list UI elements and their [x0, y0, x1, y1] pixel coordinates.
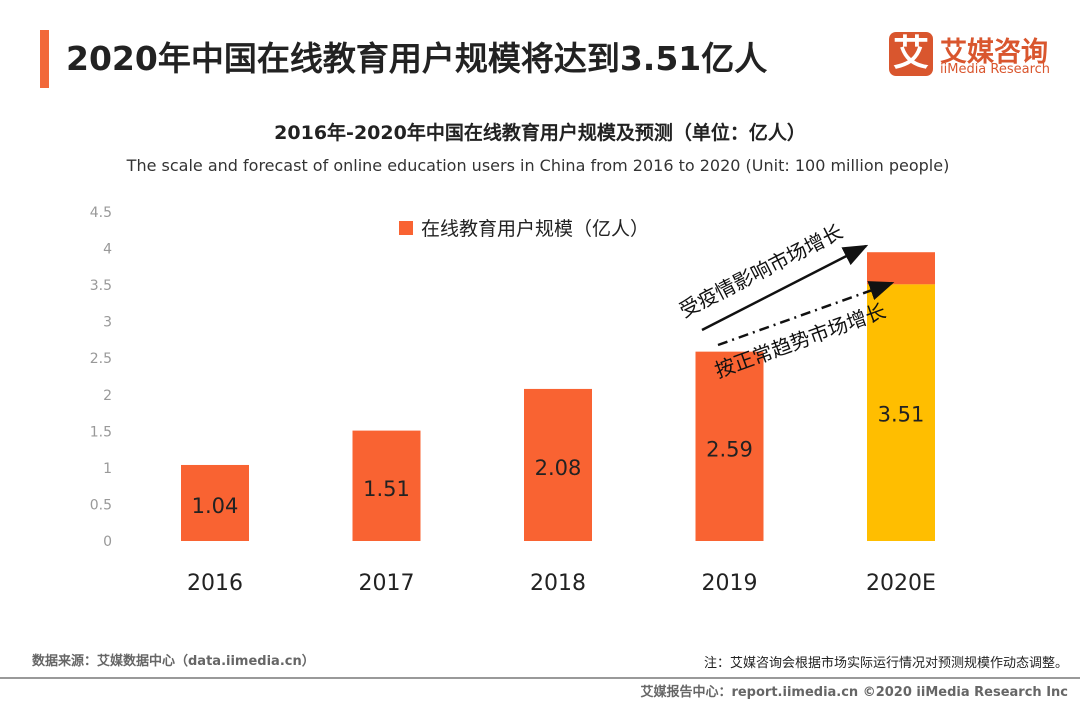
logo-mark: 艾	[889, 32, 933, 76]
x-tick-label: 2016	[187, 571, 243, 596]
y-tick-label: 0.5	[90, 497, 112, 513]
data-label: 2.08	[535, 456, 582, 480]
x-tick-label: 2017	[359, 571, 415, 596]
annotation-covid: 受疫情影响市场增长	[675, 219, 846, 322]
legend-swatch	[399, 221, 413, 235]
bar	[181, 464, 249, 541]
legend-label: 在线教育用户规模（亿人）	[421, 218, 649, 240]
footer-divider	[0, 677, 1080, 679]
y-tick-label: 0	[103, 534, 112, 550]
bar	[695, 351, 764, 541]
y-tick-label: 2	[103, 388, 112, 404]
data-label: 3.51	[878, 402, 925, 426]
chart-title: 2016年-2020年中国在线教育用户规模及预测（单位：亿人）	[274, 122, 806, 144]
x-tick-label: 2019	[702, 571, 758, 596]
y-tick-label: 4.5	[90, 205, 112, 221]
logo-cn: 艾媒咨询	[940, 37, 1048, 68]
bar-forecast-increment	[867, 252, 935, 285]
footer-credit: 艾媒报告中心：report.iimedia.cn ©2020 iiMedia R…	[640, 685, 1068, 700]
data-source: 数据来源：艾媒数据中心（data.iimedia.cn）	[32, 654, 315, 669]
page-title: 2020年中国在线教育用户规模将达到3.51亿人	[66, 39, 768, 78]
covid-growth-arrow	[701, 244, 869, 332]
data-label: 2.59	[706, 437, 753, 461]
bar	[352, 430, 421, 541]
x-tick-label: 2018	[530, 571, 586, 596]
data-label: 1.04	[192, 494, 239, 518]
chart-subtitle: The scale and forecast of online educati…	[126, 156, 950, 175]
x-tick-label: 2020E	[866, 571, 936, 596]
y-tick-label: 2.5	[90, 351, 112, 367]
y-tick-label: 3	[103, 315, 112, 331]
title-accent-bar	[40, 30, 49, 88]
bar	[867, 284, 935, 541]
normal-trend-arrow	[717, 281, 895, 347]
y-tick-label: 1.5	[90, 424, 112, 440]
footnote: 注：艾媒咨询会根据市场实际运行情况对预测规模作动态调整。	[703, 656, 1068, 671]
y-tick-label: 3.5	[90, 278, 112, 294]
y-tick-label: 1	[103, 461, 112, 477]
logo-en: iiMedia Research	[940, 62, 1051, 77]
y-tick-label: 4	[103, 242, 112, 258]
data-label: 1.51	[363, 477, 410, 501]
bar	[524, 388, 592, 541]
